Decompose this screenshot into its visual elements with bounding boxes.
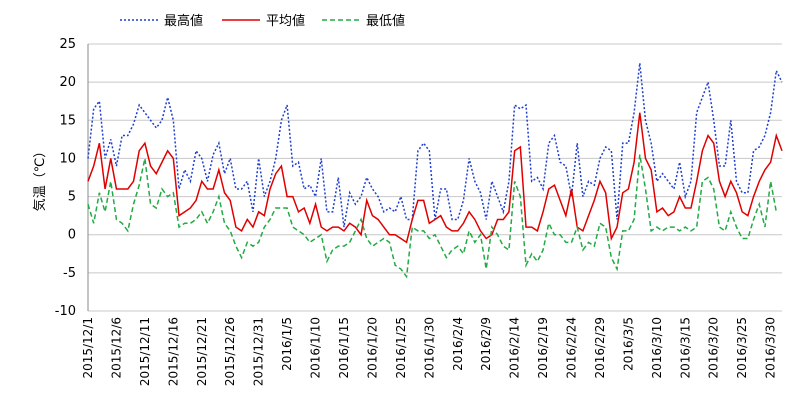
x-tick-label: 2016/1/20: [365, 317, 379, 379]
y-tick-label: -10: [55, 304, 76, 319]
x-tick-label: 2016/2/24: [565, 317, 579, 379]
x-tick-label: 2016/1/10: [309, 317, 323, 379]
x-tick-label: 2016/3/25: [735, 317, 749, 379]
x-tick-label: 2015/12/31: [252, 317, 266, 386]
gridlines: [87, 43, 782, 312]
x-tick-label: 2016/1/15: [337, 317, 351, 379]
x-tick-label: 2016/3/15: [678, 317, 692, 379]
x-tick-label: 2016/2/29: [593, 317, 607, 379]
x-tick-label: 2016/2/9: [479, 317, 493, 371]
x-tick-label: 2016/2/19: [536, 317, 550, 379]
legend-label-max: 最高値: [164, 13, 203, 29]
x-tick-label: 2016/3/5: [621, 317, 635, 371]
x-tick-label: 2015/12/21: [195, 317, 209, 386]
y-tick-label: 15: [59, 113, 76, 128]
x-tick-label: 2016/1/25: [394, 317, 408, 379]
x-tick-label: 2016/2/4: [451, 317, 465, 371]
x-tick-label: 2016/3/10: [650, 317, 664, 379]
series-lines: [87, 62, 783, 279]
x-tick-label: 2016/3/30: [764, 317, 778, 379]
series-line-min: [87, 154, 778, 279]
legend-label-avg: 平均値: [266, 13, 305, 29]
y-axis-title: 気温（℃）: [32, 145, 48, 212]
y-tick-label: 10: [59, 151, 76, 166]
x-tick-label: 2015/12/11: [138, 317, 152, 386]
x-tick-label: 2016/3/20: [707, 317, 721, 379]
series-line-avg: [87, 112, 783, 244]
legend-label-min: 最低値: [366, 13, 405, 29]
y-tick-label: 0: [68, 228, 76, 243]
x-tick-label: 2015/12/1: [81, 317, 95, 379]
y-tick-label: 5: [68, 190, 76, 205]
y-axis-ticks: -10 -5 0 5 10 15 20 25: [55, 37, 76, 319]
legend: 最高値 平均値 最低値: [120, 13, 405, 29]
y-tick-label: 20: [59, 75, 76, 90]
x-tick-label: 2015/12/16: [166, 317, 180, 386]
x-tick-label: 2016/1/5: [280, 317, 294, 371]
x-axis-ticks: 2015/12/1 2015/12/6 2015/12/11 2015/12/16 20…: [81, 317, 778, 386]
x-tick-label: 2016/2/14: [508, 317, 522, 379]
x-tick-label: 2015/12/26: [223, 317, 237, 386]
x-tick-label: 2016/1/30: [422, 317, 436, 379]
y-tick-label: -5: [63, 266, 76, 281]
x-tick-label: 2015/12/6: [109, 317, 123, 379]
y-tick-label: 25: [59, 37, 76, 52]
